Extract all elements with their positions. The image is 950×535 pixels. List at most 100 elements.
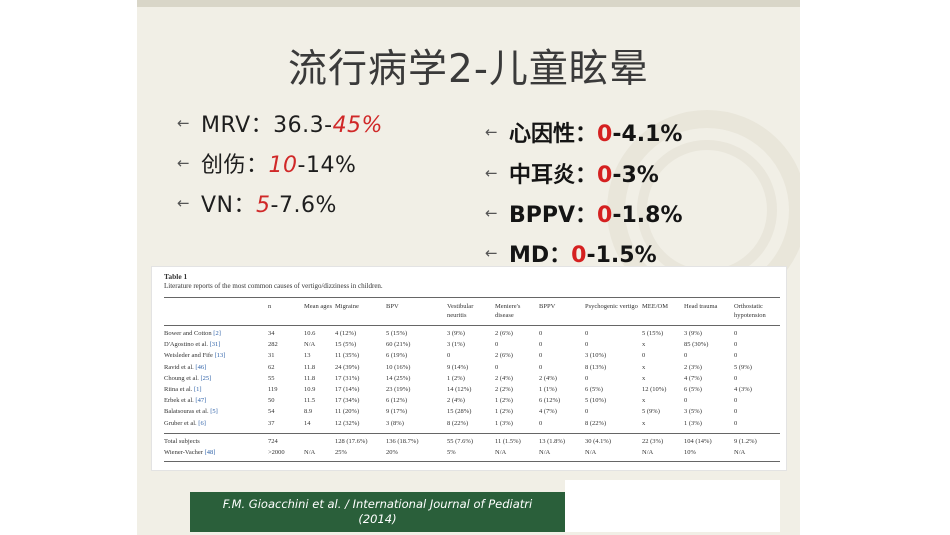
table-cell: 62 [268,363,275,371]
table-cell: 5 (15%) [386,330,408,337]
table-cell: 30 (4.1%) [585,438,611,445]
table-row: Total subjects 724 128 (17.6%) 136 (18.7%) 5… [164,438,780,448]
table-cell: 3 (10%) [585,352,607,360]
table-header-cell: Migraine [335,303,359,310]
table-cell: 1 (3%) [684,419,702,427]
reference-link[interactable]: [31] [209,341,221,349]
citation-text: F.M. Gioacchini et al. / International J… [222,497,533,511]
table-row: Ravid et al. [46] 62 11.8 24 (39%) 10 (16%) 9… [164,364,780,374]
table-cell: x [642,397,646,405]
table-cell: 1 (2%) [495,408,513,416]
table-cell: 2 (6%) [495,330,513,337]
table-header-cell: Meniere's disease [495,303,521,319]
table-cell-author: D'Agostino et al. [31] [164,341,220,348]
table-cell: 5 (9%) [642,408,660,416]
table-cell: 9 (1.2%) [734,438,757,445]
table-cell: 50 [268,397,275,405]
table-cell: 4 (3%) [734,386,752,393]
arrow-icon: ← [177,154,190,172]
table-cell: 4 (7%) [539,408,557,416]
table-cell: 4 (7%) [684,374,702,382]
table-cell: 3 (1%) [447,341,465,349]
table-cell: 2 (6%) [495,352,513,360]
table-cell: 11.5 [304,397,316,405]
table-cell-author: Bower and Cotton [2] [164,330,221,337]
table-cell: 14 [304,419,311,427]
table-cell: 2 (4%) [495,374,513,382]
table-cell: 10% [684,449,696,456]
table-cell: 119 [268,386,278,393]
table-cell: N/A [585,449,597,456]
table-cell-author: Erbek et al. [47] [164,397,206,404]
table-cell: 2 (4%) [539,374,557,382]
table-cell: 3 (8%) [386,419,404,427]
table-cell: 3 (9%) [684,330,702,337]
table-cell: 136 (18.7%) [386,438,419,445]
table-caption-text: Literature reports of the most common ca… [164,282,383,290]
blank-overlay [565,480,780,532]
reference-link[interactable]: [48] [204,449,216,456]
table-cell: 31 [268,352,275,360]
table-cell: 6 (5%) [585,386,603,393]
table-cell: 11.8 [304,363,316,371]
table-caption-title: Table 1 [164,272,188,281]
arrow-icon: ← [485,164,498,182]
reference-link[interactable]: [1] [193,386,202,393]
table-cell: 22 (3%) [642,438,664,445]
reference-link[interactable]: [25] [200,374,212,382]
reference-link[interactable]: [13] [214,352,226,360]
table-cell: 1 (1%) [539,386,557,393]
author-name: D'Agostino et al. [164,341,208,349]
author-name: Weisleder and Fife [164,352,213,360]
table-cell: 11 (35%) [335,352,360,360]
table-cell: 23 (19%) [386,386,411,393]
table-cell: 55 (7.6%) [447,438,473,445]
table-cell: x [642,374,646,382]
table-cell: 3 (5%) [684,408,702,416]
table-cell: 24 (39%) [335,363,360,371]
bullet-text: 中耳炎：0-3% [509,163,659,188]
table-cell: 11.8 [304,374,316,382]
table-cell: 8 (22%) [585,419,607,427]
table-row: Choung et al. [25] 55 11.8 17 (31%) 14 (25%)… [164,375,780,385]
reference-link[interactable]: [5] [210,408,218,416]
table-cell: 0 [734,397,738,405]
bullet-text: MD：0-1.5% [509,243,657,268]
table-cell: 0 [734,330,738,337]
table-cell: 15 (5%) [335,341,357,349]
table-cell: 1 (3%) [495,419,513,427]
bullet-text: 心因性：0-4.1% [509,122,683,147]
table-row: Balatsouras et al. [5] 54 8.9 11 (20%) 9 (17… [164,408,780,418]
table-cell: 15 (28%) [447,408,472,416]
table-cell: 17 (34%) [335,397,360,405]
table-header-cell: n [268,303,272,310]
table-cell: 5% [447,449,456,456]
reference-link[interactable]: [2] [213,330,221,337]
table-cell: 13 [304,352,311,360]
arrow-icon: ← [485,244,498,262]
table-cell: 11 (20%) [335,408,360,416]
table-header-cell: BPPV [539,303,556,310]
table-header-cell: Psychogenic vertigo [585,303,638,310]
table-cell: 9 (17%) [386,408,408,416]
table-row: Weisleder and Fife [13] 31 13 11 (35%) 6 (19… [164,352,780,362]
table-cell: 10.9 [304,386,316,393]
table-cell: 34 [268,330,275,337]
author-name: Ravid et al. [164,363,194,371]
arrow-icon: ← [485,123,498,141]
author-name: Bower and Cotton [164,330,212,337]
table-cell: 0 [495,341,499,349]
table-cell: x [642,419,646,427]
table-cell: 0 [585,374,589,382]
table-cell: 8 (13%) [585,363,607,371]
table-cell: N/A [495,449,507,456]
table-cell: 0 [539,363,543,371]
bullet-trauma: ← 创伤：10-14% [177,147,356,179]
reference-link[interactable]: [6] [198,419,206,427]
table-rule-top [164,297,780,298]
table-cell: 12 (32%) [335,419,360,427]
table-cell: 0 [539,419,543,427]
arrow-icon: ← [177,114,190,132]
reference-link[interactable]: [47] [195,397,207,405]
reference-link[interactable]: [46] [195,363,207,371]
